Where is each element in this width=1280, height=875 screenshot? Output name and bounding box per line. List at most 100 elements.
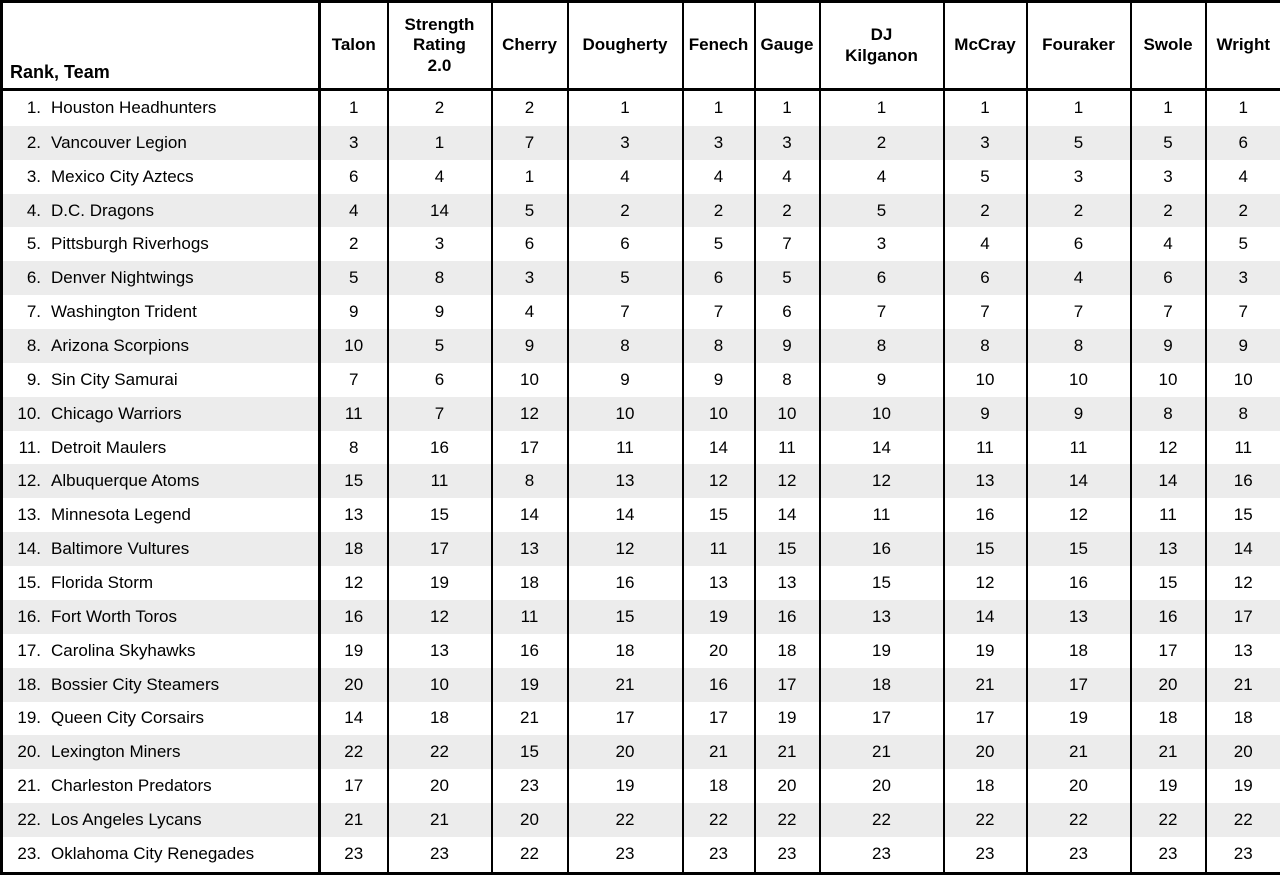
ranking-value-cell: 9 [566,362,684,397]
ranking-value-cell: 1 [942,89,1028,126]
ranking-value-cell: 10 [818,396,945,431]
rank-label: 14. [17,539,41,559]
table-row: 15. Florida Storm 12 19 18 16 13 13 15 12 16 15 12 [0,566,1280,600]
ranking-value-cell: 14 [566,498,684,533]
ranking-value-cell: 20 [942,735,1028,770]
ranking-value-cell: 16 [942,498,1028,533]
ranking-value-cell: 7 [490,125,569,160]
ranking-value-cell: 23 [386,836,493,874]
ranking-value-cell: 9 [318,295,389,330]
rank-label: 10. [17,403,41,423]
column-header-strength-rating-2-0: Strength Rating 2.0 [386,1,493,91]
ranking-value-cell: 16 [1025,566,1132,600]
ranking-value-cell: 1 [1129,89,1207,126]
ranking-value-cell: 4 [753,159,821,194]
ranking-value-cell: 5 [1129,125,1207,160]
ranking-value-cell: 4 [490,295,569,330]
ranking-value-cell: 3 [318,125,389,160]
ranking-value-cell: 5 [942,159,1028,194]
table-row: 2. Vancouver Legion 3 1 7 3 3 3 2 3 5 5 6 [0,125,1280,160]
ranking-value-cell: 4 [1025,261,1132,296]
ranking-value-cell: 19 [753,701,821,736]
ranking-value-cell: 12 [818,464,945,499]
team-cell: 16. Fort Worth Toros [0,599,321,634]
ranking-value-cell: 7 [1204,295,1280,330]
column-header-wright: Wright [1204,1,1280,91]
ranking-value-cell: 4 [942,227,1028,262]
team-cell: 8. Arizona Scorpions [0,329,321,363]
ranking-value-cell: 9 [1204,329,1280,363]
ranking-value-cell: 16 [818,532,945,567]
table-row: 14. Baltimore Vultures 18 17 13 12 11 15 16 15 15 1… [0,532,1280,567]
ranking-value-cell: 15 [1025,532,1132,567]
column-header-talon: Talon [318,1,389,91]
ranking-value-cell: 22 [681,803,756,837]
ranking-value-cell: 3 [818,227,945,262]
team-name: Chicago Warriors [51,403,182,423]
ranking-value-cell: 20 [566,735,684,770]
ranking-value-cell: 15 [942,532,1028,567]
ranking-value-cell: 5 [566,261,684,296]
ranking-value-cell: 23 [318,836,389,874]
table-row: 5. Pittsburgh Riverhogs 2 3 6 6 5 7 3 4 6 4 5 [0,227,1280,262]
ranking-value-cell: 19 [386,566,493,600]
ranking-value-cell: 20 [1204,735,1280,770]
ranking-value-cell: 16 [1129,599,1207,634]
ranking-value-cell: 15 [318,464,389,499]
team-name: D.C. Dragons [51,200,154,220]
ranking-value-cell: 12 [490,396,569,431]
ranking-value-cell: 17 [753,667,821,702]
ranking-value-cell: 7 [1129,295,1207,330]
ranking-value-cell: 17 [1204,599,1280,634]
ranking-value-cell: 22 [753,803,821,837]
column-header-mccray: McCray [942,1,1028,91]
team-name: Bossier City Steamers [51,674,220,694]
ranking-value-cell: 20 [490,803,569,837]
ranking-value-cell: 23 [1025,836,1132,874]
ranking-value-cell: 7 [942,295,1028,330]
ranking-value-cell: 9 [1025,396,1132,431]
table-row: 7. Washington Trident 9 9 4 7 7 6 7 7 7 7 7 [0,295,1280,330]
ranking-value-cell: 19 [681,599,756,634]
ranking-value-cell: 20 [318,667,389,702]
team-name: Carolina Skyhawks [51,640,196,660]
team-cell: 3. Mexico City Aztecs [0,159,321,194]
ranking-value-cell: 22 [942,803,1028,837]
table-row: 4. D.C. Dragons 4 14 5 2 2 2 5 2 2 2 2 [0,193,1280,228]
ranking-value-cell: 10 [1025,362,1132,397]
rank-label: 5. [26,234,41,254]
ranking-value-cell: 8 [1025,329,1132,363]
ranking-value-cell: 16 [318,599,389,634]
ranking-value-cell: 2 [1204,193,1280,228]
rank-label: 18. [17,674,41,694]
ranking-value-cell: 19 [942,633,1028,668]
ranking-value-cell: 18 [681,769,756,804]
ranking-value-cell: 3 [566,125,684,160]
ranking-value-cell: 20 [1129,667,1207,702]
ranking-value-cell: 13 [490,532,569,567]
ranking-value-cell: 19 [1204,769,1280,804]
team-cell: 5. Pittsburgh Riverhogs [0,227,321,262]
ranking-value-cell: 23 [753,836,821,874]
ranking-value-cell: 2 [818,125,945,160]
rank-team-header: Rank, Team [0,1,321,91]
ranking-value-cell: 12 [1129,430,1207,465]
team-name: Arizona Scorpions [51,335,189,355]
team-name: Albuquerque Atoms [51,471,200,491]
team-cell: 18. Bossier City Steamers [0,667,321,702]
rank-label: 17. [17,640,41,660]
ranking-value-cell: 16 [490,633,569,668]
ranking-value-cell: 8 [318,430,389,465]
ranking-value-cell: 21 [490,701,569,736]
ranking-value-cell: 1 [386,125,493,160]
ranking-value-cell: 23 [1129,836,1207,874]
ranking-value-cell: 18 [1129,701,1207,736]
team-cell: 19. Queen City Corsairs [0,701,321,736]
ranking-value-cell: 23 [490,769,569,804]
rank-label: 19. [17,708,41,728]
ranking-value-cell: 2 [681,193,756,228]
ranking-value-cell: 14 [681,430,756,465]
ranking-value-cell: 10 [753,396,821,431]
ranking-value-cell: 23 [818,836,945,874]
